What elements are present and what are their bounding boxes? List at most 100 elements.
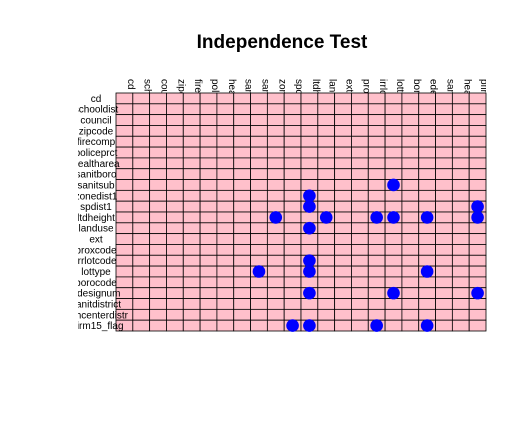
matrix-cell-lottype-lottype <box>384 265 403 278</box>
matrix-cell-zonedist1-ext <box>334 189 352 202</box>
matrix-cell-sanitboro-sanitboro <box>233 168 251 180</box>
row-label-irrlotcode: irrlotcode <box>75 256 117 267</box>
matrix-cell-firecomp-spdist1 <box>283 135 302 148</box>
matrix-cell-schooldist-spdist1 <box>283 103 302 116</box>
matrix-cell-ext-sanitdistrict <box>435 233 453 245</box>
matrix-cell-cd-zipcode <box>166 92 184 105</box>
matrix-cell-borocode-sanitdistrict <box>435 276 453 289</box>
matrix-cell-zonedist1-landuse <box>317 189 336 202</box>
matrix-cell-healthcenterdistrict-landuse <box>317 308 336 321</box>
matrix-cell-policeprct-edesignum <box>418 146 436 159</box>
matrix-cell-zonedist1-cd <box>115 189 134 202</box>
matrix-cell-irrlotcode-zonedist1 <box>266 254 285 267</box>
matrix-cell-ext-ltdheight <box>300 233 319 245</box>
matrix-cell-spdist1-sanitsub <box>250 200 268 213</box>
matrix-cell-ltdheight-policeprct <box>199 211 218 224</box>
matrix-cell-irrlotcode-sanitsub <box>250 254 268 267</box>
matrix-cell-lottype-pfirm15_flag <box>468 265 487 278</box>
matrix-cell-zipcode-spdist1 <box>283 125 302 137</box>
column-label-borocode: boroc <box>411 79 422 104</box>
matrix-cell-healthcenterdistrict-schooldist <box>132 308 151 321</box>
matrix-cell-healthcenterdistrict-spdist1 <box>283 308 302 321</box>
matrix-cell-cd-proxcode <box>351 92 369 105</box>
matrix-cell-sanitboro-sanitdistrict <box>435 168 453 180</box>
matrix-cell-policeprct-sanitsub <box>250 146 268 159</box>
matrix-cell-schooldist-schooldist <box>132 103 151 116</box>
matrix-cell-zonedist1-healthcenterdistrict <box>451 189 470 202</box>
matrix-cell-council-ltdheight <box>300 114 319 126</box>
matrix-cell-cd-irrlotcode <box>367 92 386 105</box>
matrix-cell-zonedist1-zonedist1 <box>266 189 285 202</box>
matrix-cell-landuse-cd <box>115 222 134 235</box>
dependence-dot-landuse-ltdheight <box>303 221 316 235</box>
matrix-cell-council-edesignum <box>418 114 436 126</box>
matrix-cell-sanitsub-zonedist1 <box>266 179 285 191</box>
matrix-cell-council-schooldist <box>132 114 151 126</box>
matrix-cell-irrlotcode-council <box>149 254 167 267</box>
row-label-edesignum: edesignum <box>72 289 121 300</box>
matrix-cell-proxcode-healtharea <box>216 244 235 256</box>
column-label-healthcenterdistrict: healthcente <box>461 79 472 131</box>
matrix-cell-borocode-zonedist1 <box>266 276 285 289</box>
matrix-cell-cd-landuse <box>317 92 336 105</box>
matrix-cell-edesignum-sanitsub <box>250 287 268 299</box>
matrix-cell-borocode-lottype <box>384 276 403 289</box>
matrix-cell-schooldist-lottype <box>384 103 403 116</box>
matrix-cell-sanitboro-council <box>149 168 167 180</box>
matrix-cell-firecomp-borocode <box>401 135 420 148</box>
matrix-cell-schooldist-proxcode <box>351 103 369 116</box>
matrix-cell-healtharea-council <box>149 157 167 170</box>
matrix-cell-schooldist-zonedist1 <box>266 103 285 116</box>
column-label-schooldist: school <box>142 79 153 108</box>
matrix-cell-edesignum-zonedist1 <box>266 287 285 299</box>
matrix-cell-landuse-proxcode <box>351 222 369 235</box>
matrix-cell-proxcode-landuse <box>317 244 336 256</box>
matrix-cell-edesignum-irrlotcode <box>367 287 386 299</box>
matrix-cell-ext-zipcode <box>166 233 184 245</box>
matrix-cell-edesignum-council <box>149 287 167 299</box>
matrix-cell-irrlotcode-spdist1 <box>283 254 302 267</box>
matrix-cell-sanitboro-irrlotcode <box>367 168 386 180</box>
matrix-cell-edesignum-spdist1 <box>283 287 302 299</box>
dependence-dot-edesignum-lottype <box>387 286 400 300</box>
matrix-cell-zipcode-lottype <box>384 125 403 137</box>
matrix-cell-edesignum-proxcode <box>351 287 369 299</box>
matrix-cell-firecomp-irrlotcode <box>367 135 386 148</box>
matrix-cell-proxcode-ext <box>334 244 352 256</box>
matrix-cell-ext-borocode <box>401 233 420 245</box>
row-label-proxcode: proxcode <box>75 245 117 256</box>
matrix-cell-zonedist1-sanitboro <box>233 189 251 202</box>
matrix-cell-borocode-borocode <box>401 276 420 289</box>
column-label-zipcode: zipco <box>175 79 186 103</box>
matrix-cell-lottype-borocode <box>401 265 420 278</box>
matrix-cell-ext-healthcenterdistrict <box>451 233 470 245</box>
matrix-cell-sanitsub-healthcenterdistrict <box>451 179 470 191</box>
dependence-dot-edesignum-ltdheight <box>303 286 316 300</box>
matrix-cell-zipcode-sanitdistrict <box>435 125 453 137</box>
matrix-cell-pfirm15_flag-healtharea <box>216 319 235 332</box>
matrix-cell-irrlotcode-lottype <box>384 254 403 267</box>
matrix-cell-firecomp-zipcode <box>166 135 184 148</box>
matrix-cell-council-healthcenterdistrict <box>451 114 470 126</box>
dependence-dot-ltdheight-zonedist1 <box>269 211 283 224</box>
matrix-cell-policeprct-council <box>149 146 167 159</box>
matrix-cell-landuse-sanitsub <box>250 222 268 235</box>
matrix-cell-ltdheight-sanitboro <box>233 211 251 224</box>
matrix-cell-landuse-healthcenterdistrict <box>451 222 470 235</box>
matrix-cell-landuse-landuse <box>317 222 336 235</box>
matrix-cell-zipcode-ext <box>334 125 352 137</box>
matrix-cell-ltdheight-proxcode <box>351 211 369 224</box>
column-label-proxcode: proxc <box>360 79 371 103</box>
matrix-cell-irrlotcode-edesignum <box>418 254 436 267</box>
matrix-cell-sanitdistrict-sanitsub <box>250 298 268 310</box>
matrix-cell-sanitdistrict-zonedist1 <box>266 298 285 310</box>
matrix-cell-lottype-landuse <box>317 265 336 278</box>
matrix-cell-sanitboro-edesignum <box>418 168 436 180</box>
matrix-cell-sanitsub-ltdheight <box>300 179 319 191</box>
matrix-cell-sanitdistrict-pfirm15_flag <box>468 298 487 310</box>
column-labels: cd school coun zipco fireco police health sanit… <box>125 79 486 131</box>
matrix-cell-cd-ext <box>334 92 352 105</box>
matrix-cell-edesignum-schooldist <box>132 287 151 299</box>
matrix-cell-healthcenterdistrict-firecomp <box>182 308 201 321</box>
matrix-cell-firecomp-healtharea <box>216 135 235 148</box>
